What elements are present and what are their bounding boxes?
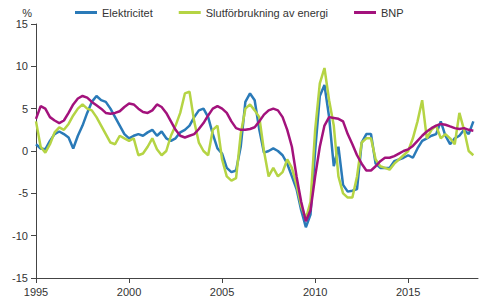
svg-text:Elektricitet: Elektricitet [102, 7, 153, 19]
svg-text:1995: 1995 [24, 286, 48, 298]
svg-text:BNP: BNP [381, 7, 404, 19]
svg-text:2010: 2010 [303, 286, 327, 298]
svg-text:-10: -10 [12, 230, 28, 242]
svg-text:2000: 2000 [117, 286, 141, 298]
svg-text:%: % [22, 7, 32, 19]
svg-text:2005: 2005 [210, 286, 234, 298]
svg-text:Slutförbrukning av energi: Slutförbrukning av energi [206, 7, 328, 19]
svg-text:5: 5 [22, 103, 28, 115]
svg-text:-15: -15 [12, 272, 28, 284]
svg-text:2015: 2015 [396, 286, 420, 298]
svg-text:10: 10 [16, 60, 28, 72]
svg-text:15: 15 [16, 18, 28, 30]
svg-text:0: 0 [22, 145, 28, 157]
svg-text:-5: -5 [18, 187, 28, 199]
